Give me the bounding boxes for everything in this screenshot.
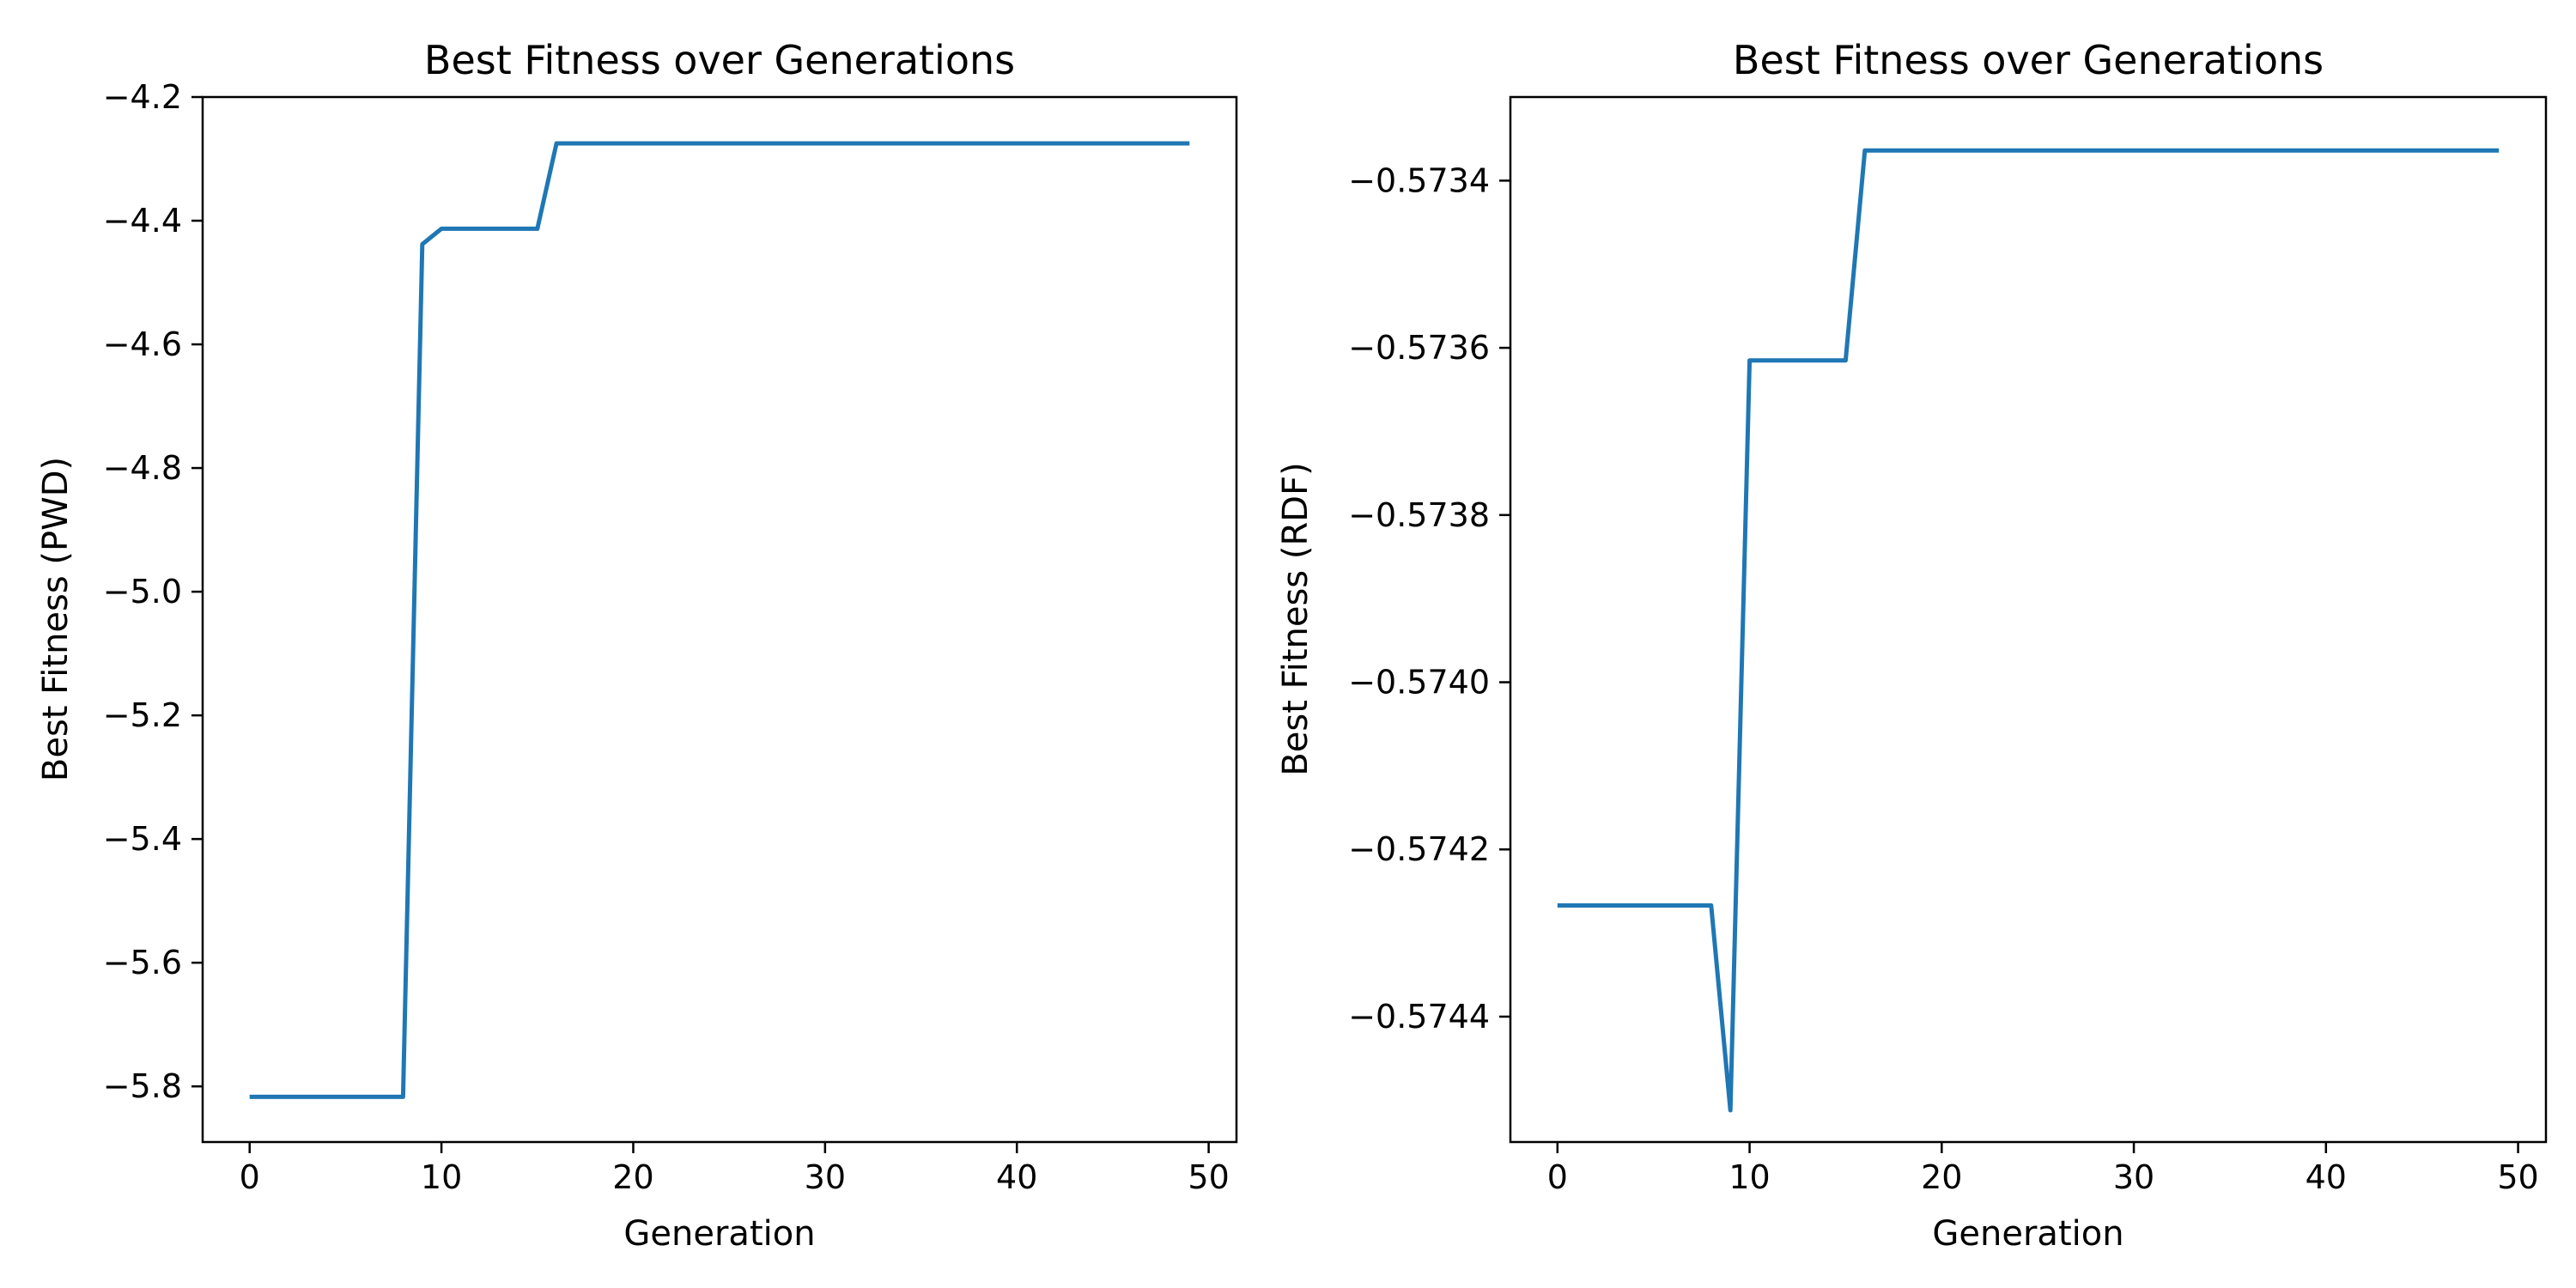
x-tick-label: 0 — [1547, 1158, 1568, 1196]
y-tick-label: −0.5738 — [1348, 496, 1490, 534]
axes-frame — [1509, 95, 2548, 1144]
y-ticks: −0.5744 −0.5742 −0.5740 −0.5738 −0.5736 −0.57… — [1348, 161, 1510, 1036]
plot-area — [249, 141, 1190, 1099]
y-axis-label: Best Fitness (PWD) — [36, 457, 76, 781]
y-tick-label: −5.2 — [103, 696, 182, 734]
series-line — [1557, 148, 2500, 1113]
y-tick-label: −4.8 — [103, 449, 182, 487]
y-ticks: −5.8 −5.6 −5.4 −5.2 −5.0 −4.8 −4.6 −4.4 −4.2 — [103, 78, 203, 1105]
x-axis-label: Generation — [1932, 1214, 2123, 1254]
y-tick-label: −5.4 — [103, 820, 182, 858]
y-tick-label: −0.5742 — [1348, 830, 1490, 868]
y-tick-label: −0.5740 — [1348, 664, 1490, 702]
chart-title: Best Fitness over Generations — [1733, 37, 2324, 83]
y-tick-label: −5.0 — [103, 573, 182, 611]
axes-frame — [201, 95, 1238, 1144]
y-tick-label: −4.6 — [103, 325, 182, 363]
plot-area — [1557, 148, 2500, 1113]
y-tick-label: −0.5734 — [1348, 161, 1490, 199]
x-tick-label: 40 — [996, 1158, 1037, 1196]
y-tick-label: −5.6 — [103, 944, 182, 981]
y-tick-label: −5.8 — [103, 1067, 182, 1105]
chart-title: Best Fitness over Generations — [424, 37, 1015, 83]
y-tick-label: −4.2 — [103, 78, 182, 116]
x-ticks: 0 10 20 30 40 50 — [1547, 1142, 2539, 1196]
x-tick-label: 30 — [2113, 1158, 2154, 1196]
x-tick-label: 0 — [240, 1158, 260, 1196]
chart-rdf: Best Fitness over Generations Generation… — [1276, 37, 2548, 1254]
series-line — [249, 141, 1190, 1099]
x-ticks: 0 10 20 30 40 50 — [240, 1142, 1230, 1196]
y-axis-label: Best Fitness (RDF) — [1276, 462, 1315, 775]
x-tick-label: 10 — [421, 1158, 462, 1196]
chart-pwd: Best Fitness over Generations Generation… — [36, 37, 1238, 1254]
x-tick-label: 50 — [1188, 1158, 1229, 1196]
x-tick-label: 20 — [612, 1158, 653, 1196]
x-tick-label: 50 — [2497, 1158, 2538, 1196]
x-tick-label: 10 — [1728, 1158, 1770, 1196]
x-tick-label: 20 — [1921, 1158, 1962, 1196]
y-tick-label: −4.4 — [103, 202, 182, 240]
x-tick-label: 30 — [805, 1158, 846, 1196]
y-tick-label: −0.5736 — [1348, 329, 1490, 367]
x-tick-label: 40 — [2306, 1158, 2347, 1196]
x-axis-label: Generation — [623, 1214, 815, 1254]
y-tick-label: −0.5744 — [1348, 998, 1490, 1036]
